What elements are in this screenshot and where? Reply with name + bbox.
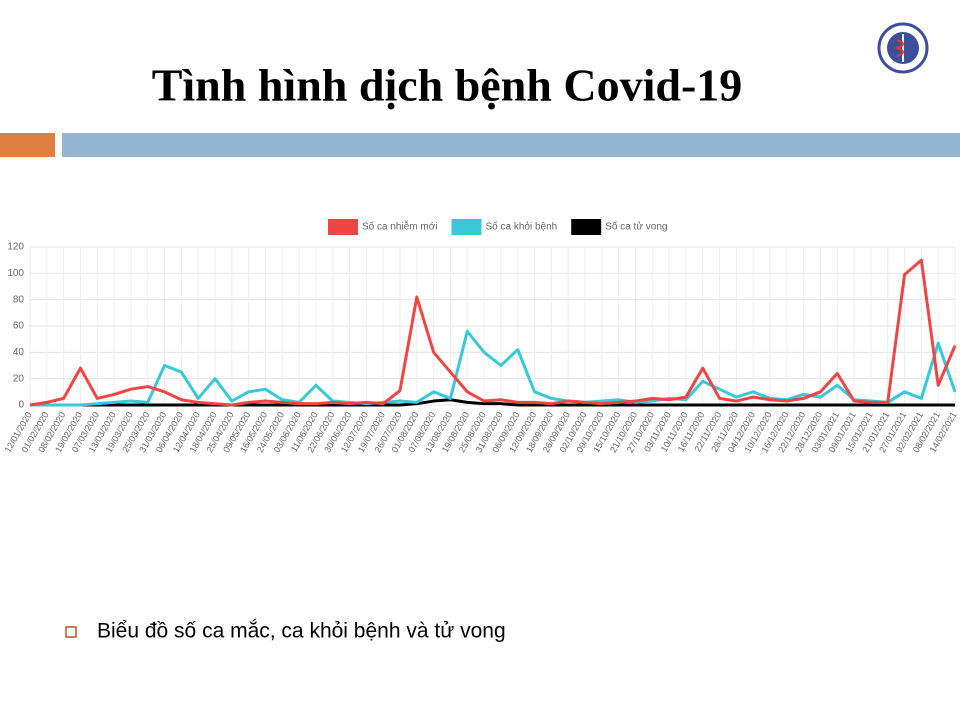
legend-label: Số ca tử vong	[605, 221, 667, 233]
y-tick-label: 40	[13, 347, 25, 358]
slide-title: Tình hình dịch bệnh Covid-19	[152, 60, 743, 111]
legend-label: Số ca khỏi bệnh	[485, 221, 557, 233]
series-line	[30, 329, 957, 407]
bullet-text: Biểu đồ số ca mắc, ca khỏi bệnh và tử vo…	[97, 620, 506, 643]
y-tick-label: 80	[13, 294, 25, 305]
y-tick-label: 0	[18, 400, 24, 411]
legend-label: Số ca nhiễm mới	[362, 220, 437, 233]
y-tick-label: 60	[13, 321, 25, 332]
bullet-icon	[65, 626, 77, 638]
y-tick-label: 120	[7, 242, 24, 253]
header-bar	[62, 133, 960, 157]
logo	[877, 22, 929, 74]
y-tick-label: 100	[7, 268, 24, 279]
legend-swatch	[571, 219, 602, 235]
y-tick-label: 20	[13, 373, 25, 384]
accent-bar	[0, 133, 55, 157]
chart: 02040608010012012/01/202001/02/202008/02…	[3, 219, 959, 454]
series-line	[30, 398, 955, 407]
series-line	[29, 258, 957, 407]
legend-swatch	[451, 219, 482, 235]
legend-swatch	[328, 219, 358, 235]
